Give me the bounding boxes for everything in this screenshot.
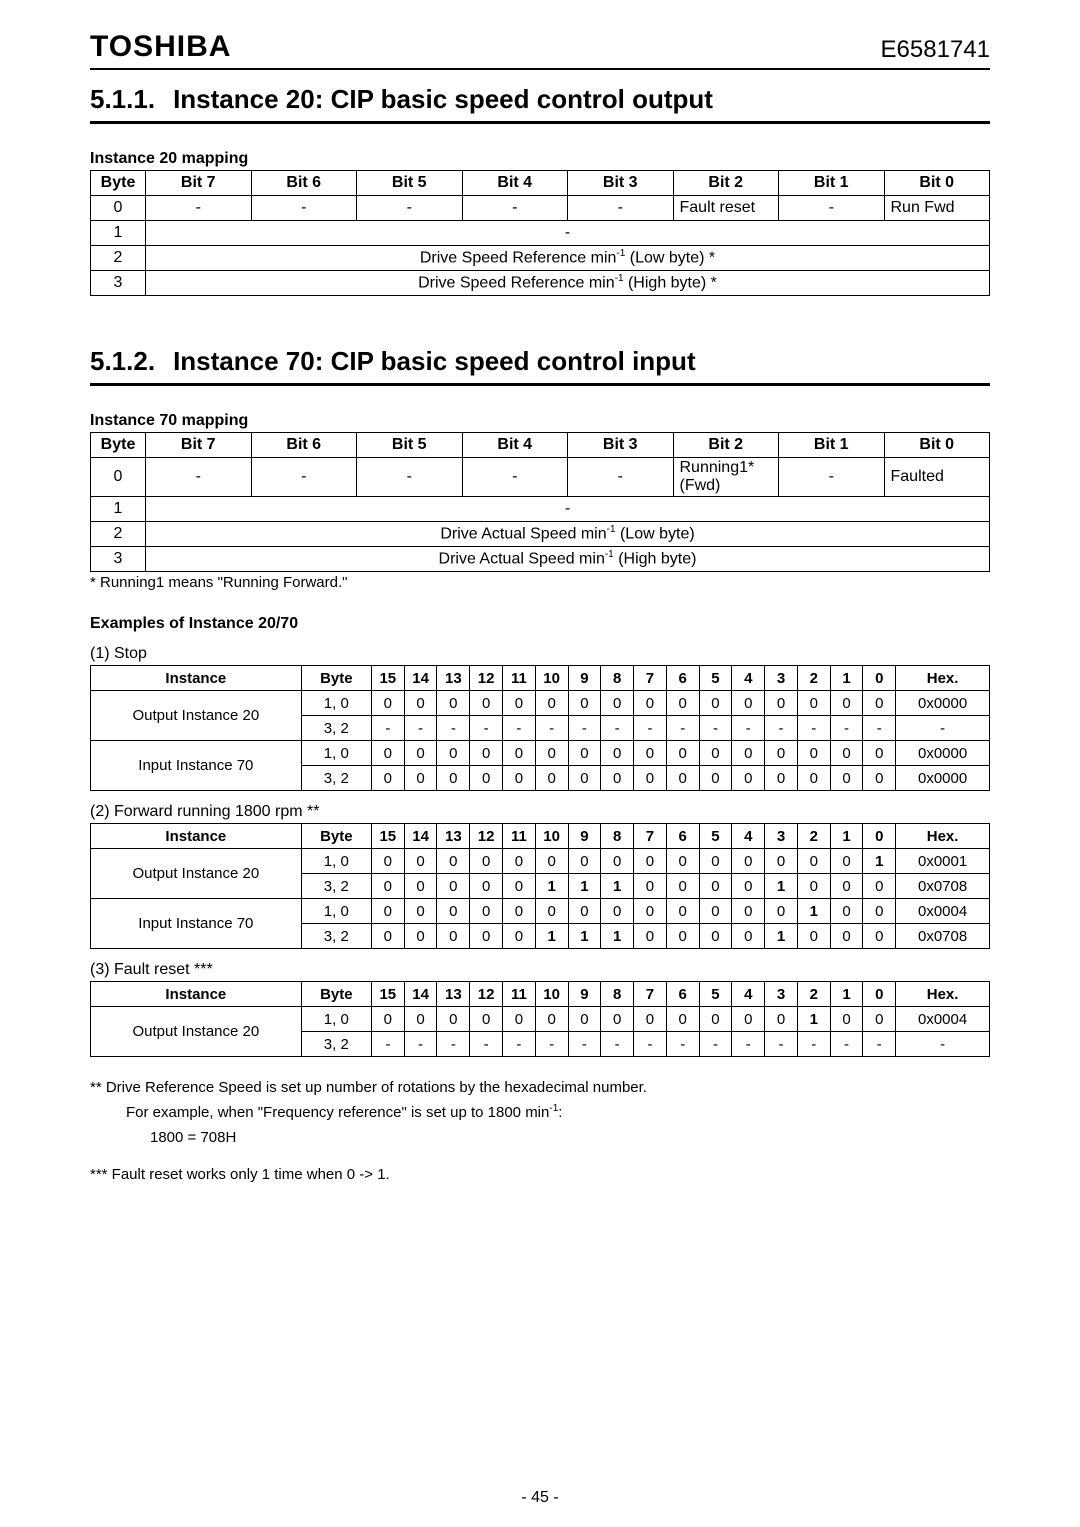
table-row: Input Instance 701, 000000000000001000x0…: [91, 899, 990, 924]
table-row: 0 - - - - - Running1* (Fwd) - Faulted: [91, 458, 990, 497]
section-511-rule: [90, 121, 990, 124]
drive-actual-speed-high: Drive Actual Speed min-1 (High byte): [146, 547, 990, 572]
table-header-row: Byte Bit 7 Bit 6 Bit 5 Bit 4 Bit 3 Bit 2…: [91, 433, 990, 458]
example-2-table: InstanceByte1514131211109876543210Hex.Ou…: [90, 823, 990, 949]
table-row: Output Instance 201, 000000000000000000x…: [91, 691, 990, 716]
table-header-row: InstanceByte1514131211109876543210Hex.: [91, 824, 990, 849]
table-header-row: InstanceByte1514131211109876543210Hex.: [91, 982, 990, 1007]
section-512-rule: [90, 383, 990, 386]
table-header-row: InstanceByte1514131211109876543210Hex.: [91, 666, 990, 691]
doc-number: E6581741: [881, 36, 990, 64]
example-1-label: (1) Stop: [90, 645, 990, 663]
instance-70-mapping-table: Byte Bit 7 Bit 6 Bit 5 Bit 4 Bit 3 Bit 2…: [90, 432, 990, 572]
example-1-table: InstanceByte1514131211109876543210Hex.Ou…: [90, 665, 990, 791]
table-row: Output Instance 201, 000000000000001000x…: [91, 1007, 990, 1032]
footnotes-block: ** Drive Reference Speed is set up numbe…: [90, 1077, 990, 1185]
drive-actual-speed-low: Drive Actual Speed min-1 (Low byte): [146, 522, 990, 547]
section-512-title: Instance 70: CIP basic speed control inp…: [173, 346, 696, 377]
table-row: 3 Drive Speed Reference min-1 (High byte…: [91, 271, 990, 296]
table-row: 1 -: [91, 221, 990, 246]
note-2b: For example, when "Frequency reference" …: [90, 1102, 990, 1123]
table-row: 2 Drive Speed Reference min-1 (Low byte)…: [91, 246, 990, 271]
instance-20-mapping-heading: Instance 20 mapping: [90, 150, 990, 168]
instance-70-mapping-heading: Instance 70 mapping: [90, 412, 990, 430]
table-row: Input Instance 701, 000000000000000000x0…: [91, 741, 990, 766]
instance-20-mapping-table: Byte Bit 7 Bit 6 Bit 5 Bit 4 Bit 3 Bit 2…: [90, 170, 990, 296]
drive-speed-ref-low: Drive Speed Reference min-1 (Low byte) *: [146, 246, 990, 271]
table-row: 0 - - - - - Fault reset - Run Fwd: [91, 196, 990, 221]
note-2c: 1800 = 708H: [90, 1127, 990, 1148]
table-row: 2 Drive Actual Speed min-1 (Low byte): [91, 522, 990, 547]
note-2a: ** Drive Reference Speed is set up numbe…: [90, 1077, 990, 1098]
table-row: Output Instance 201, 000000000000000010x…: [91, 849, 990, 874]
examples-heading: Examples of Instance 20/70: [90, 615, 990, 633]
section-511-number: 5.1.1.: [90, 84, 155, 115]
example-3-table: InstanceByte1514131211109876543210Hex.Ou…: [90, 981, 990, 1057]
example-3-label: (3) Fault reset ***: [90, 961, 990, 979]
example-2-label: (2) Forward running 1800 rpm **: [90, 803, 990, 821]
table-row: 3 Drive Actual Speed min-1 (High byte): [91, 547, 990, 572]
brand-logo: TOSHIBA: [90, 30, 231, 64]
running1-footnote: * Running1 means "Running Forward.": [90, 574, 990, 591]
header-rule: [90, 68, 990, 70]
section-512-number: 5.1.2.: [90, 346, 155, 377]
page-number: - 45 -: [0, 1489, 1080, 1507]
section-512-heading: 5.1.2. Instance 70: CIP basic speed cont…: [90, 346, 990, 377]
table-header-row: Byte Bit 7 Bit 6 Bit 5 Bit 4 Bit 3 Bit 2…: [91, 171, 990, 196]
section-511-title: Instance 20: CIP basic speed control out…: [173, 84, 713, 115]
section-511-heading: 5.1.1. Instance 20: CIP basic speed cont…: [90, 84, 990, 115]
drive-speed-ref-high: Drive Speed Reference min-1 (High byte) …: [146, 271, 990, 296]
table-row: 1 -: [91, 497, 990, 522]
note-3: *** Fault reset works only 1 time when 0…: [90, 1164, 990, 1185]
